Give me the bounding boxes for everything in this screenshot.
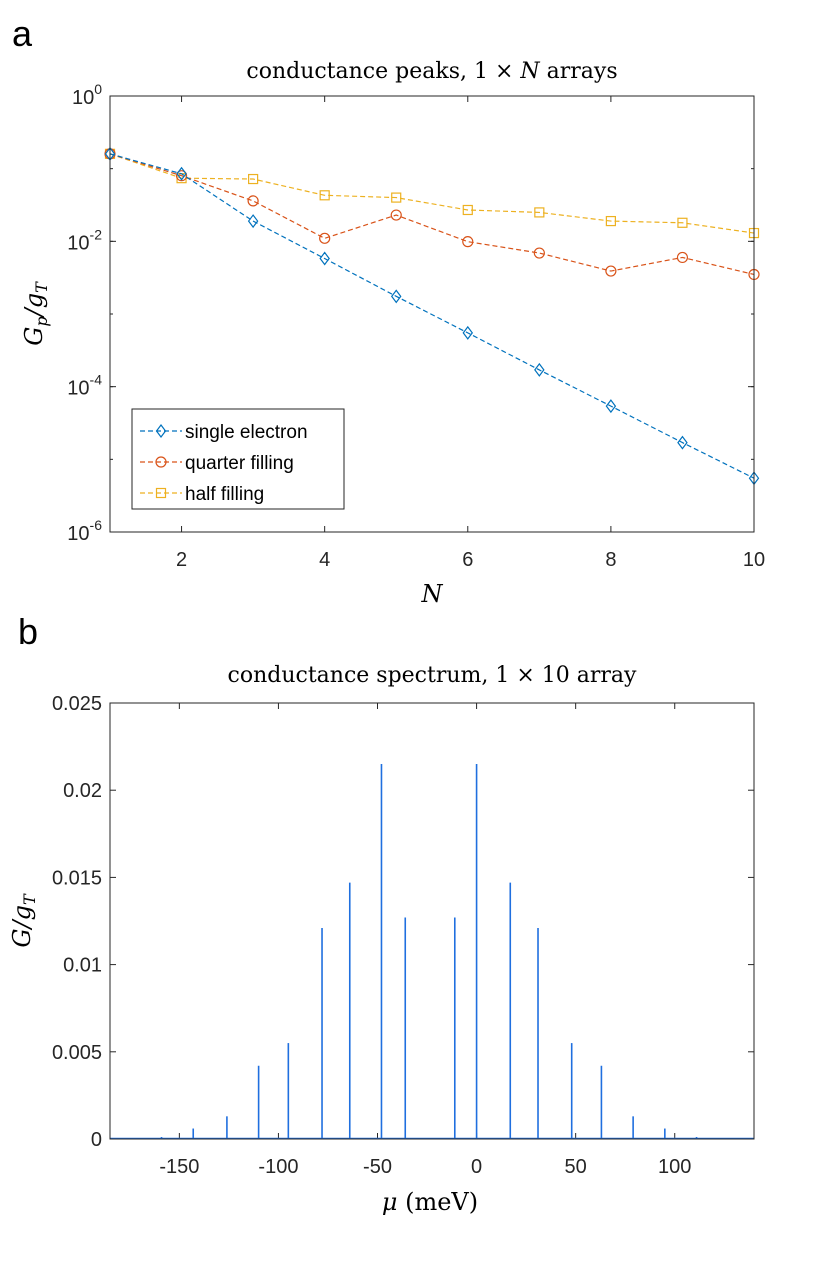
panel-b-ytick-label: 0.005 [52, 1042, 102, 1064]
panel-a-ytick-label: 10-2 [67, 226, 102, 254]
legend-label: quarter filling [185, 453, 294, 474]
panel-a-axes-box [109, 95, 755, 533]
panel-b-ylabel: G/gT [8, 893, 39, 948]
series-line [109, 153, 755, 479]
data-point-square [677, 217, 688, 228]
data-point-circle [462, 236, 474, 248]
panel-b-ytick-label: 0.02 [63, 780, 102, 802]
panel-a-xtick-label: 6 [462, 549, 473, 571]
panel-a-ytick-label: 10-6 [67, 517, 102, 545]
ytick-base: 10 [67, 378, 89, 400]
legend-marker-circle [155, 456, 167, 468]
panel-b-ytick-label: 0 [91, 1129, 102, 1151]
panel-b-xtick-label: 100 [658, 1156, 691, 1178]
data-point-circle [533, 247, 545, 259]
panel-b-plot-area [110, 703, 754, 1139]
data-point-diamond [319, 251, 330, 266]
data-point-square [462, 204, 473, 216]
panel-b-xtick-label: -50 [363, 1156, 392, 1178]
data-point-square [248, 173, 259, 185]
ytick-exponent: -2 [90, 226, 103, 242]
panel-a-xtick-label: 2 [176, 549, 187, 571]
panel-b-xlabel: μ (meV) [382, 1188, 478, 1216]
ytick-exponent: 0 [94, 81, 102, 97]
panel-b-xtick-label: 50 [565, 1156, 587, 1178]
panel-letter-b: b [18, 611, 38, 652]
data-point-square [391, 192, 402, 203]
panel-letter-a: a [12, 13, 33, 54]
panel-b-xtick-label: -100 [258, 1156, 298, 1178]
panel-b-title: conductance spectrum, 1 × 10 array [228, 663, 638, 688]
panel-a-ytick-label: 10-4 [67, 372, 102, 400]
data-point-square [605, 215, 616, 227]
panel-b-ytick-label: 0.01 [63, 955, 102, 977]
data-point-circle [247, 195, 259, 207]
data-point-square [319, 190, 330, 201]
panel-b-xtick-label: 0 [471, 1156, 482, 1178]
data-point-diamond [247, 214, 259, 229]
data-point-diamond [462, 325, 474, 340]
legend-marker-square [155, 487, 167, 499]
legend-marker-diamond [155, 424, 167, 438]
ytick-base: 10 [72, 87, 94, 109]
ytick-base: 10 [67, 232, 89, 254]
ytick-exponent: -6 [90, 517, 103, 533]
data-point-diamond [176, 166, 187, 181]
panel-a-chart: conductance peaks, 1 × N arrays 2 4 6 8 1010… [20, 59, 765, 608]
panel-a-xtick-label: 10 [743, 549, 765, 571]
data-point-diamond [390, 289, 402, 304]
series-line [109, 153, 755, 234]
data-point-square [534, 207, 545, 218]
panel-b-axes-box [109, 702, 755, 1140]
series-line [109, 153, 755, 276]
data-point-circle [676, 251, 689, 264]
data-point-circle [390, 209, 402, 221]
panel-a-title: conductance peaks, 1 × N arrays [246, 59, 617, 84]
data-point-diamond [677, 435, 688, 450]
legend-label: half filling [185, 484, 264, 505]
panel-a-xtick-label: 4 [319, 549, 330, 571]
legend-box [131, 408, 345, 510]
panel-a-xtick-label: 8 [605, 549, 616, 571]
ytick-exponent: -4 [90, 372, 103, 388]
legend-label: single electron [185, 422, 308, 443]
data-point-diamond [605, 399, 617, 414]
panel-b-xtick-label: -150 [159, 1156, 199, 1178]
panel-a-ylabel: Gp/gT [20, 281, 51, 346]
data-point-diamond [534, 362, 545, 377]
panel-a-ytick-label: 100 [72, 81, 102, 109]
panel-b-ytick-label: 0.015 [52, 867, 102, 889]
data-point-circle [319, 232, 331, 244]
panel-b-chart: conductance spectrum, 1 × 10 array -150 -… [8, 663, 755, 1216]
panel-b-ytick-label: 0.025 [52, 693, 102, 715]
ytick-base: 10 [67, 523, 89, 545]
panel-a-xlabel: N [421, 580, 444, 608]
data-point-circle [605, 265, 617, 277]
panel-a-legend: single electron quarter filling half filli… [131, 408, 345, 510]
